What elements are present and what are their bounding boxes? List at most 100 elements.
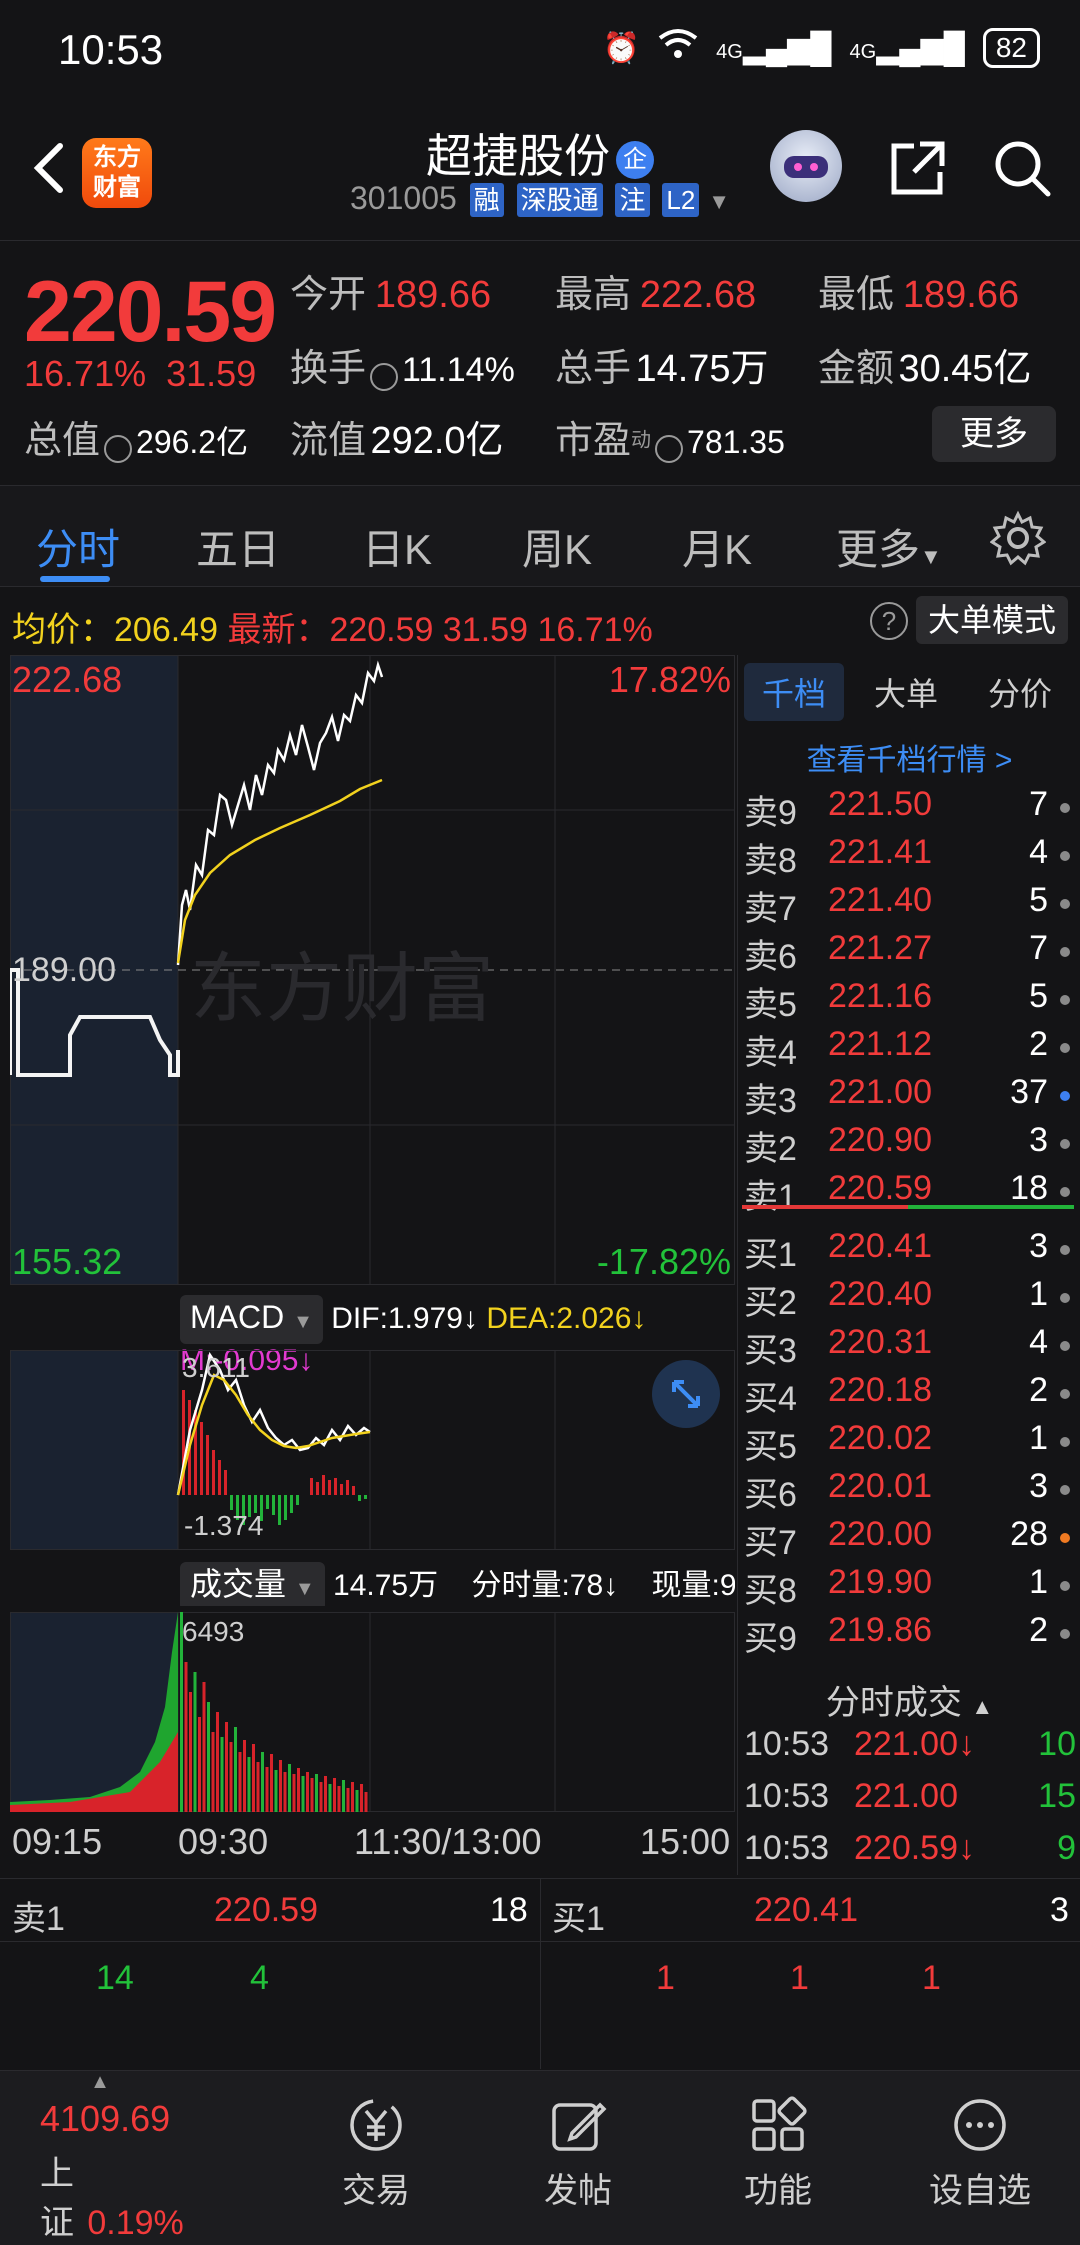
level-marker-icon bbox=[1060, 1533, 1070, 1543]
volume-selector[interactable]: 成交量 ▼ bbox=[180, 1562, 325, 1606]
volume-bar bbox=[243, 1740, 246, 1812]
level-qty: 4 bbox=[1029, 1323, 1048, 1361]
level-price: 221.00 bbox=[828, 1073, 932, 1111]
enterprise-badge: 企 bbox=[616, 140, 654, 179]
big-order-mode-button[interactable]: 大单模式 bbox=[916, 596, 1068, 644]
volume-chart[interactable]: 6493 bbox=[9, 1611, 736, 1813]
tab-daily-k[interactable]: 日K bbox=[362, 526, 433, 573]
nav-functions[interactable]: 功能 bbox=[678, 2071, 878, 2245]
trade-row: 10:53 221.00 15 bbox=[744, 1777, 1076, 1827]
macd-chart[interactable]: 3.611 -1.374 bbox=[9, 1349, 736, 1551]
info-icon bbox=[370, 362, 399, 391]
help-icon[interactable]: ? bbox=[870, 602, 908, 640]
level-price: 221.16 bbox=[828, 977, 932, 1015]
volume-bar bbox=[364, 1792, 368, 1812]
trade-price: 220.59↓ bbox=[854, 1829, 975, 1867]
tab-monthly-k[interactable]: 月K bbox=[682, 526, 753, 573]
macd-bottom-value: -1.374 bbox=[184, 1510, 264, 1541]
ask-order-2: 4 bbox=[250, 1959, 269, 1997]
assistant-robot-icon[interactable] bbox=[770, 130, 842, 202]
level-label: 买8 bbox=[744, 1572, 797, 1610]
level-price: 220.41 bbox=[828, 1227, 932, 1265]
tab-more[interactable]: 更多▼ bbox=[836, 526, 942, 573]
signal-4g-icon: 4G▂▄▆█ bbox=[716, 31, 832, 65]
level-qty: 1 bbox=[1029, 1563, 1048, 1601]
ask-divider bbox=[742, 1205, 908, 1209]
volume-field: 总手 14.75万 bbox=[555, 348, 769, 390]
ask-level-row[interactable]: 卖5 221.16 5 bbox=[744, 977, 1074, 1025]
level-marker-icon bbox=[1060, 1091, 1070, 1101]
macd-selector[interactable]: MACD ▼ bbox=[180, 1295, 323, 1344]
volume-bar bbox=[360, 1784, 363, 1812]
level-price: 221.50 bbox=[828, 785, 932, 823]
intraday-chart[interactable]: 东方财富 222.68 17.82% 189.00 155.32 -17.82% bbox=[8, 654, 736, 1286]
bid-level-row[interactable]: 买4 220.18 2 bbox=[744, 1371, 1074, 1419]
tab-thousand-levels[interactable]: 千档 bbox=[744, 663, 845, 721]
level-qty: 2 bbox=[1029, 1025, 1048, 1063]
expand-icon[interactable] bbox=[652, 1360, 720, 1428]
stock-code-line[interactable]: 301005 融 深股通 注 L2 ▼ bbox=[0, 180, 1080, 217]
latest-change: 31.59 bbox=[442, 611, 528, 649]
level-marker-icon bbox=[1060, 1485, 1070, 1495]
bid-order-3: 1 bbox=[922, 1959, 941, 1997]
tab-price-distribution[interactable]: 分价 bbox=[988, 676, 1053, 712]
level-marker-icon bbox=[1060, 1187, 1070, 1197]
trade-time: 10:53 bbox=[744, 1829, 830, 1867]
level-qty: 28 bbox=[1010, 1515, 1048, 1553]
pe-field: 市盈动 781.35 bbox=[555, 420, 785, 463]
strip-bid-price: 220.41 bbox=[754, 1891, 858, 1929]
more-button[interactable]: 更多 bbox=[932, 406, 1056, 462]
signal-4g-icon-2: 4G▂▄▆█ bbox=[849, 31, 965, 65]
stock-name: 超捷股份 bbox=[426, 130, 610, 182]
tab-intraday[interactable]: 分时 bbox=[36, 526, 121, 573]
share-icon[interactable] bbox=[886, 136, 950, 200]
tab-big-orders[interactable]: 大单 bbox=[874, 676, 939, 712]
level-qty: 2 bbox=[1029, 1611, 1048, 1649]
nav-trade[interactable]: 交易 bbox=[276, 2071, 476, 2245]
more-dots-icon bbox=[950, 2095, 1010, 2155]
view-thousand-levels-link[interactable]: 查看千档行情 > bbox=[806, 744, 1013, 777]
level-marker-icon bbox=[1060, 947, 1070, 957]
gear-icon[interactable] bbox=[989, 510, 1047, 566]
bid-level-row[interactable]: 买2 220.40 1 bbox=[744, 1275, 1074, 1323]
nav-index-shanghai[interactable]: ▲ 4109.69 上证 0.19% bbox=[0, 2071, 200, 2245]
tab-five-day[interactable]: 五日 bbox=[196, 526, 281, 573]
bid-level-row[interactable]: 买9 219.86 2 bbox=[744, 1611, 1074, 1659]
nav-post[interactable]: 发帖 bbox=[478, 2071, 678, 2245]
level-qty: 4 bbox=[1029, 833, 1048, 871]
stock-title[interactable]: 超捷股份企 bbox=[0, 120, 1080, 186]
ask-level-row[interactable]: 卖3 221.00 37 bbox=[744, 1073, 1074, 1121]
ask-level-row[interactable]: 卖9 221.50 7 bbox=[744, 785, 1074, 833]
volume-indicator-bar: 成交量 ▼ 14.75万 分时量:78↓ 现量:9 bbox=[180, 1560, 735, 1606]
search-icon[interactable] bbox=[990, 136, 1054, 200]
trade-time: 10:53 bbox=[744, 1725, 830, 1763]
volume-bar bbox=[216, 1712, 219, 1812]
bid-level-row[interactable]: 买3 220.31 4 bbox=[744, 1323, 1074, 1371]
bid-level-row[interactable]: 买7 220.00 28 bbox=[744, 1515, 1074, 1563]
ask-level-row[interactable]: 卖6 221.27 7 bbox=[744, 929, 1074, 977]
eastmoney-logo[interactable]: 东方财富 bbox=[82, 138, 152, 208]
bid-level-row[interactable]: 买6 220.01 3 bbox=[744, 1467, 1074, 1515]
bid-level-row[interactable]: 买5 220.02 1 bbox=[744, 1419, 1074, 1467]
avg-price: 206.49 bbox=[114, 611, 218, 649]
ask-level-row[interactable]: 卖4 221.12 2 bbox=[744, 1025, 1074, 1073]
trade-price: 221.00 bbox=[854, 1777, 958, 1815]
time-sales-header[interactable]: 分时成交 ▲ bbox=[825, 1684, 994, 1722]
ask-level-row[interactable]: 卖7 221.40 5 bbox=[744, 881, 1074, 929]
chart-top-percent: 17.82% bbox=[608, 659, 731, 700]
back-arrow-icon[interactable] bbox=[22, 138, 82, 198]
volume-bar bbox=[324, 1776, 327, 1812]
bid-level-row[interactable]: 买8 219.90 1 bbox=[744, 1563, 1074, 1611]
high-field: 最高 222.68 bbox=[555, 274, 757, 316]
index-name: 上证 bbox=[40, 2155, 74, 2242]
ask-level-row[interactable]: 卖2 220.90 3 bbox=[744, 1121, 1074, 1169]
tag-margin: 融 bbox=[469, 183, 504, 217]
ask-level-row[interactable]: 卖1 220.59 18 bbox=[744, 1169, 1074, 1217]
bid-level-row[interactable]: 买1 220.41 3 bbox=[744, 1227, 1074, 1275]
nav-add-watchlist[interactable]: 设自选 bbox=[880, 2071, 1080, 2245]
ask-level-row[interactable]: 卖8 221.41 4 bbox=[744, 833, 1074, 881]
volume-bar bbox=[270, 1754, 273, 1812]
tab-weekly-k[interactable]: 周K bbox=[522, 526, 593, 573]
market-cap-field: 总值 296.2亿 bbox=[24, 420, 249, 463]
change-percent: 16.71% bbox=[24, 353, 147, 394]
